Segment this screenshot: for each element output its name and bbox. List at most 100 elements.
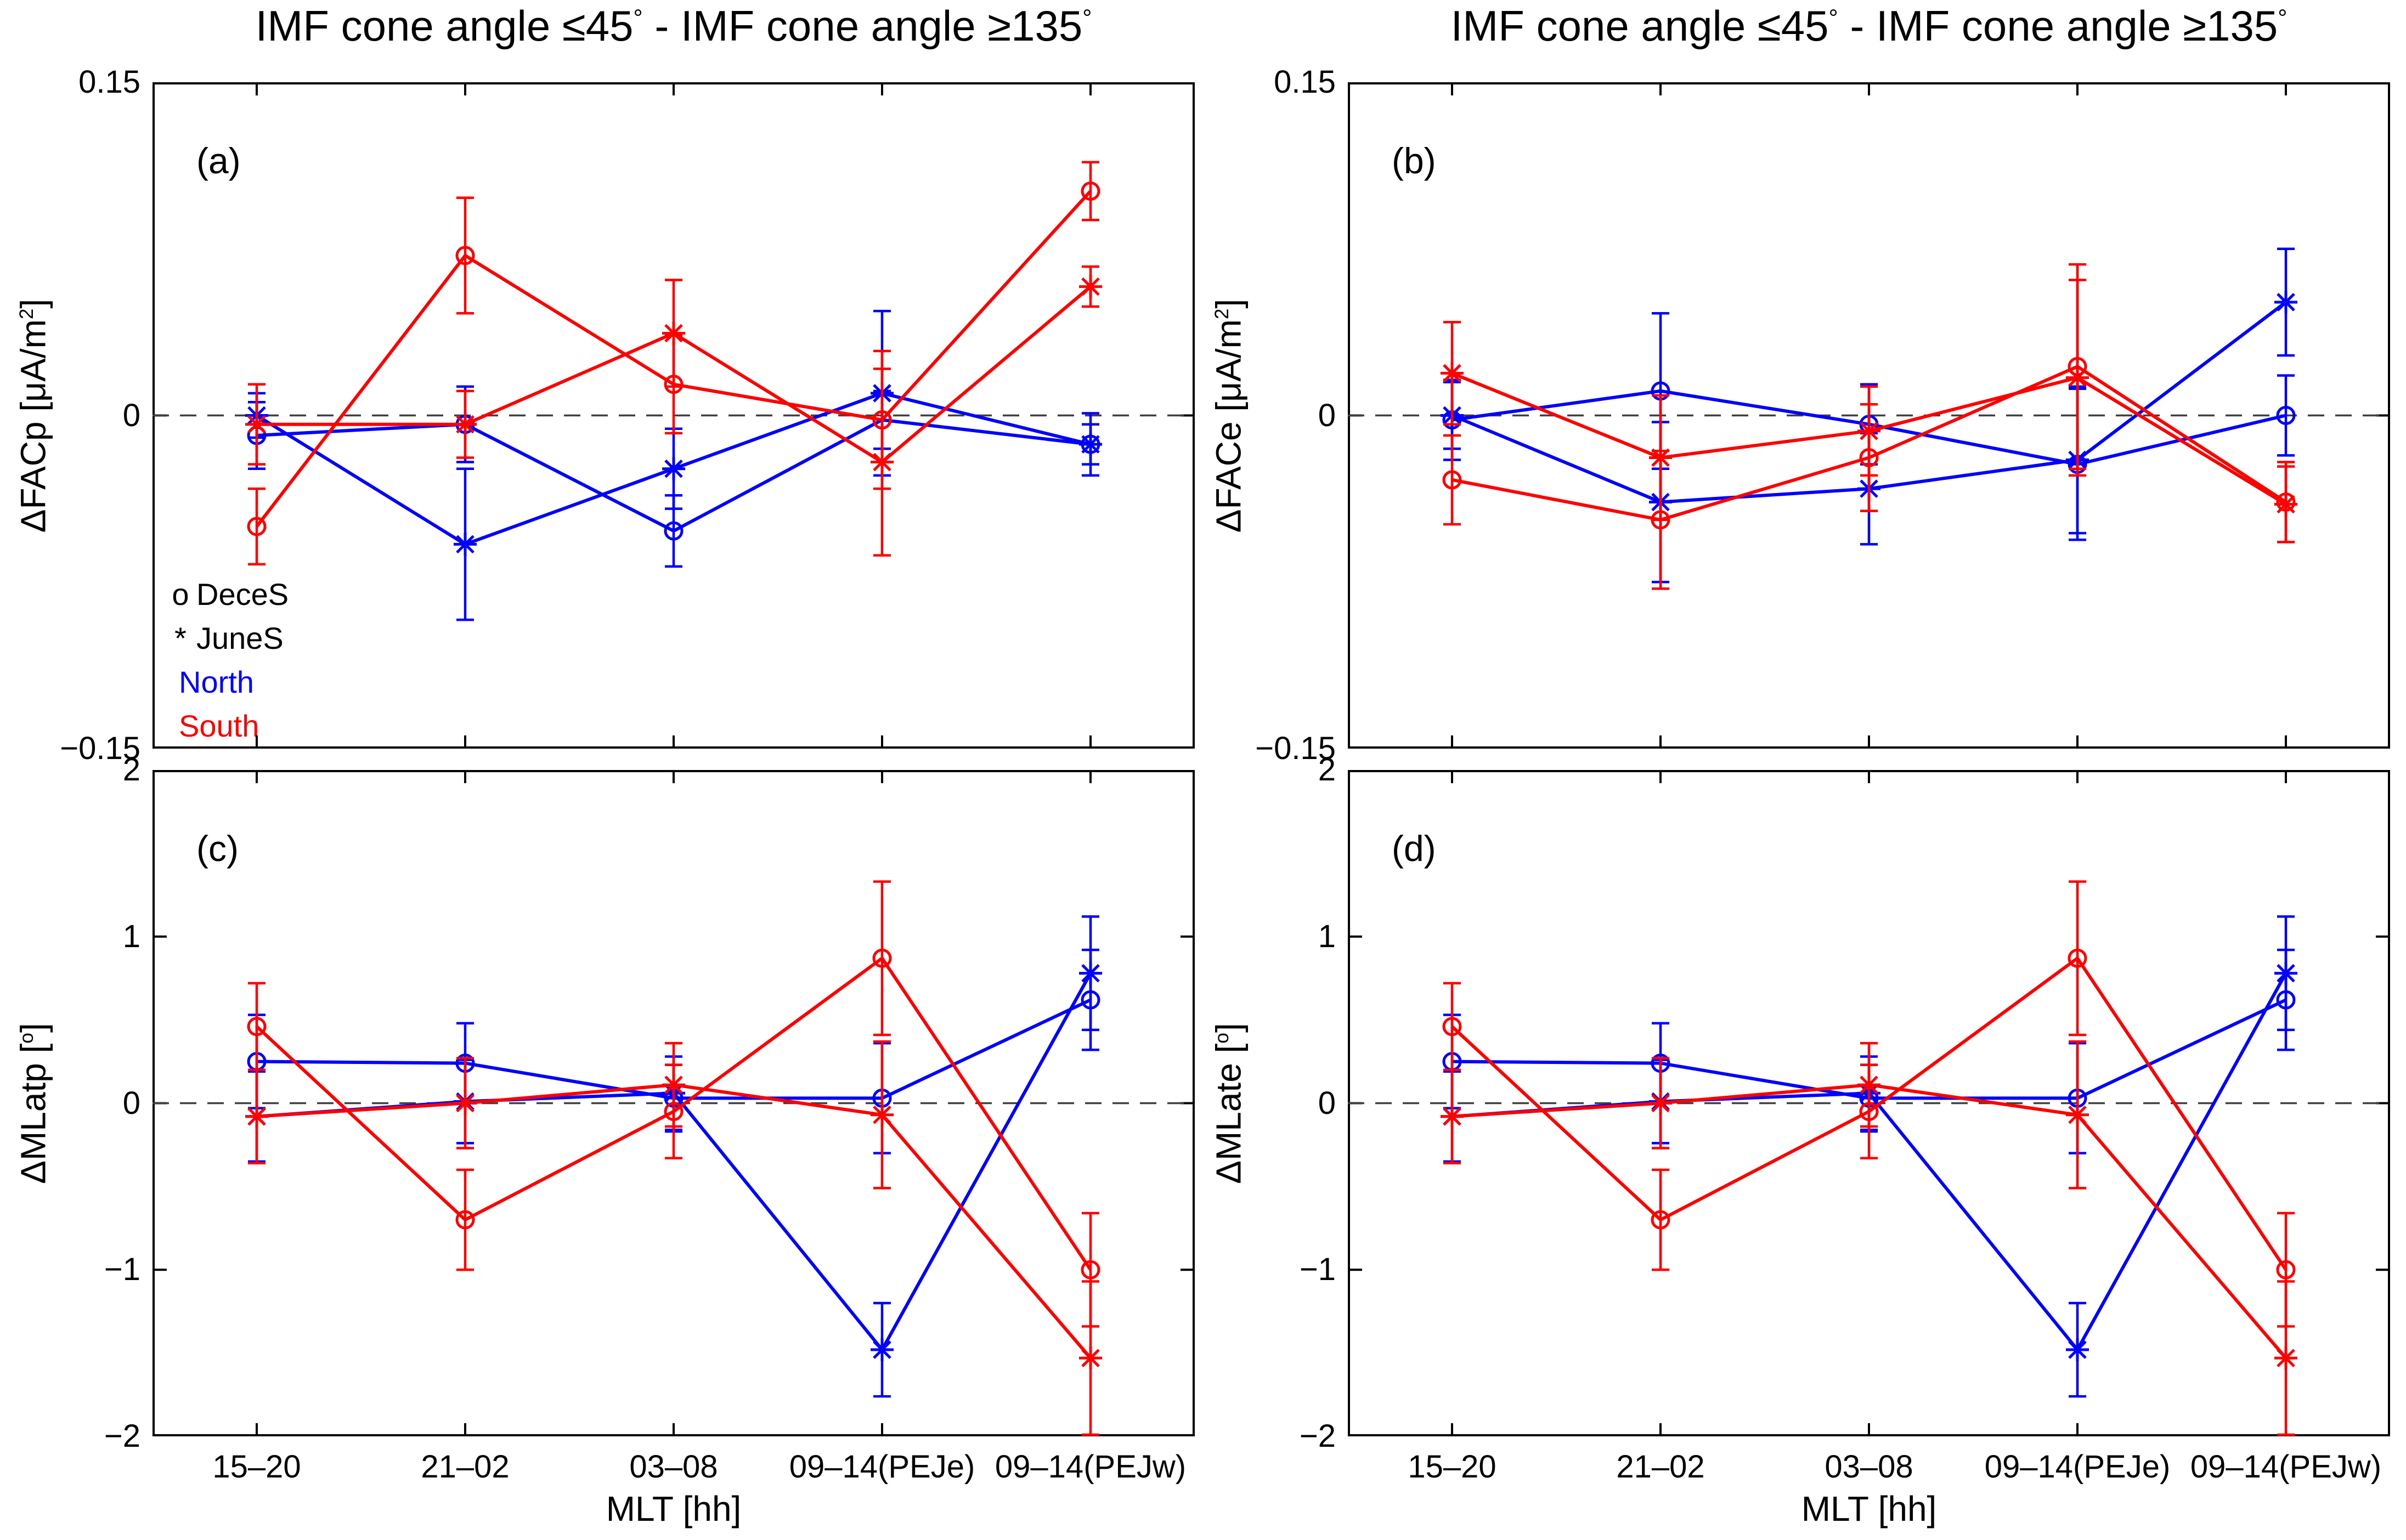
x-tick-label: 09–14(PEJw) (995, 1449, 1187, 1485)
panel-d-plot (1348, 770, 2390, 1436)
asterisk-spoke (456, 415, 475, 434)
series-south-junes (1441, 1040, 2297, 1436)
asterisk-data-point (454, 1091, 477, 1115)
asterisk-data-point (2274, 1346, 2297, 1370)
y-tick-label: 2 (1318, 752, 1336, 788)
title-text: IMF cone angle ≤45 (1450, 2, 1829, 50)
series-line (1451, 972, 2288, 1353)
asterisk-spoke (1081, 435, 1100, 454)
asterisk-spoke (2277, 964, 2295, 983)
circle-data-point (1442, 1017, 1462, 1037)
circle-marker-glyph: o (172, 576, 189, 612)
y-tick-label: 0.15 (78, 64, 140, 100)
asterisk-spoke (2068, 368, 2087, 387)
asterisk-data-point (245, 1105, 268, 1128)
y-tick-label: 0 (122, 1085, 140, 1121)
x-tick-label: 03–08 (1825, 1449, 1913, 1485)
asterisk-spoke (664, 1075, 683, 1094)
y-axis-label-text: ] (13, 298, 53, 309)
y-tick-label: 0 (1318, 1085, 1336, 1121)
degree-superscript: ° (1828, 5, 1838, 31)
circle-data-point (247, 517, 267, 536)
asterisk-data-point (1857, 419, 1880, 443)
asterisk-data-point (662, 1073, 685, 1097)
series-north-junes (245, 309, 1102, 621)
asterisk-spoke (1443, 1107, 1461, 1126)
asterisk-data-point (871, 1338, 894, 1362)
x-axis-label-right: MLT [hh] (1801, 1489, 1937, 1528)
asterisk-data-point (1857, 1073, 1880, 1097)
asterisk-spoke (2068, 1105, 2087, 1124)
series-south-junes (245, 1040, 1102, 1436)
asterisk-data-point (1649, 446, 1672, 469)
y-tick-label: −2 (104, 1418, 140, 1454)
asterisk-spoke (1860, 1075, 1878, 1094)
circle-data-point (2276, 406, 2296, 425)
asterisk-spoke (1651, 448, 1670, 467)
asterisk-spoke (1443, 364, 1461, 383)
legend: o DeceS * JuneS North South (165, 572, 289, 748)
data-layer (245, 161, 1102, 621)
asterisk-data-point (2274, 290, 2297, 314)
y-axis-label-superscript: o (16, 1033, 38, 1044)
panel-b-plot (1348, 82, 2390, 749)
asterisk-spoke (1081, 277, 1100, 296)
asterisk-data-point (454, 533, 477, 556)
asterisk-spoke (873, 452, 891, 472)
legend-label: South (179, 708, 259, 743)
asterisk-spoke (2277, 1349, 2295, 1368)
circle-data-point (1081, 1260, 1100, 1279)
circle-data-point (1081, 181, 1100, 201)
asterisk-data-point (2274, 492, 2297, 516)
asterisk-data-point (2066, 1338, 2089, 1362)
panel-a-label: (a) (196, 140, 241, 181)
circle-data-point (1442, 470, 1462, 490)
legend-item-junes: * JuneS (165, 616, 289, 660)
panel-d: (d) (1348, 770, 2390, 1436)
y-axis-label-text: ] (1208, 1023, 1249, 1033)
circle-data-point (872, 948, 892, 968)
y-tick-label: 0 (1318, 397, 1336, 433)
y-axis-label-superscript: o (1211, 1033, 1233, 1044)
asterisk-data-point (2274, 961, 2297, 985)
asterisk-spoke (247, 415, 266, 434)
asterisk-spoke (1081, 1349, 1100, 1368)
degree-superscript: ° (2278, 5, 2288, 31)
panel-c-label: (c) (196, 828, 239, 869)
asterisk-data-point (245, 412, 268, 436)
series-south-junes (245, 265, 1102, 557)
asterisk-spoke (1651, 1094, 1670, 1113)
asterisk-data-point (871, 450, 894, 474)
y-tick-label: 0.15 (1274, 64, 1336, 100)
x-tick-label: 03–08 (629, 1449, 718, 1485)
x-tick-label: 09–14(PEJe) (789, 1449, 975, 1485)
title-text: - IMF cone angle ≥135 (642, 2, 1083, 50)
asterisk-data-point (1079, 433, 1102, 456)
asterisk-spoke (1860, 422, 1878, 440)
circle-data-point (2276, 1260, 2296, 1279)
asterisk-data-point (2066, 366, 2089, 389)
y-axis-label-superscript: 2 (16, 308, 38, 320)
panel-a-plot (153, 82, 1195, 749)
legend-label: JuneS (196, 620, 284, 655)
y-axis-label-superscript: 2 (1211, 308, 1233, 320)
x-tick-label: 09–14(PEJe) (1984, 1449, 2171, 1485)
asterisk-spoke (2277, 293, 2295, 312)
asterisk-spoke (873, 1340, 891, 1359)
y-axis-label-text: ] (1208, 298, 1249, 309)
y-tick-label: −1 (104, 1252, 140, 1288)
circle-data-point (455, 246, 475, 265)
asterisk-marker-glyph: * (174, 620, 187, 655)
y-tick-label: −1 (1299, 1252, 1336, 1288)
y-tick-label: −2 (1299, 1418, 1336, 1454)
data-layer (1441, 880, 2297, 1436)
circle-data-point (2068, 948, 2087, 968)
asterisk-spoke (2068, 1340, 2087, 1359)
asterisk-data-point (1079, 961, 1102, 985)
x-tick-label: 15–20 (1408, 1449, 1496, 1485)
asterisk-data-point (2066, 1103, 2089, 1126)
degree-superscript: ° (1082, 5, 1092, 31)
y-tick-label: 0 (122, 397, 140, 433)
title-left: IMF cone angle ≤45° - IMF cone angle ≥13… (153, 1, 1195, 51)
